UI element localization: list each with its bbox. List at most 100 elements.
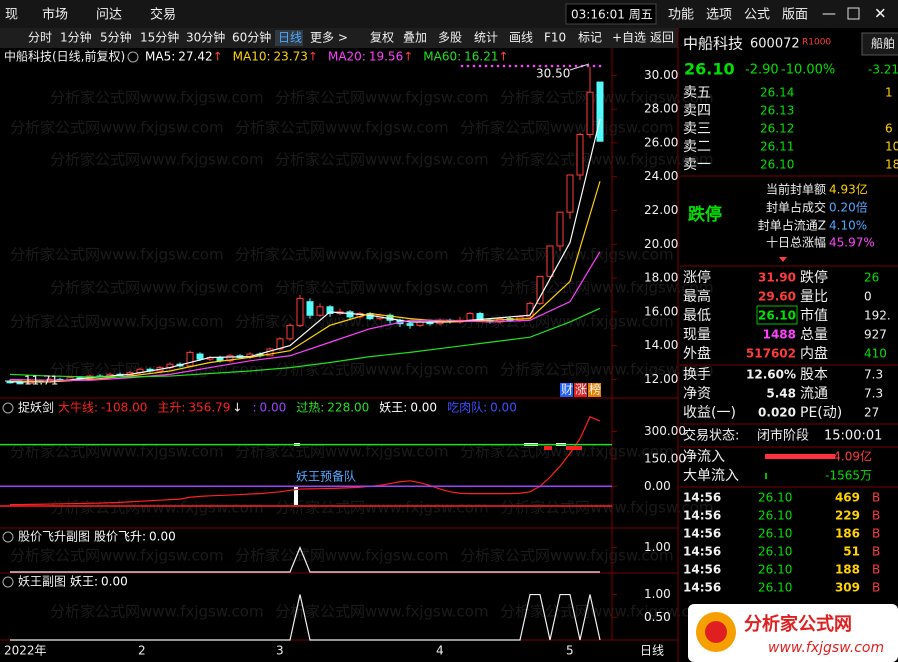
legend-text: 股价飞升: [94,530,146,544]
trade-time: 14:56 [683,491,721,505]
period-tab[interactable]: 5分钟 [100,30,132,45]
minimize[interactable]: — [822,6,836,22]
tool-button[interactable]: 返回 [650,31,674,45]
watermark: 分析家公式网www.fxjgsw.com [235,119,449,137]
status-phase: 闭市阶段 [757,428,809,444]
tool-button[interactable]: 复权 [370,31,394,45]
watermark: 分析家公式网www.fxjgsw.com [500,89,714,107]
stock-code: 600072 [750,37,800,52]
tool-button[interactable]: 画线 [509,31,533,45]
trade-price: 26.10 [758,527,792,541]
marker-dot [598,64,602,68]
logo-name: 分析家公式网 [744,613,852,635]
period-tab[interactable]: 15分钟 [140,30,179,45]
stat-value: 0 [864,290,872,304]
watermark: 分析家公式网www.fxjgsw.com [235,443,449,461]
icon[interactable] [127,51,139,63]
limit-label: 封单占成交 [766,200,826,215]
stat-label: 涨停 [683,269,711,286]
menu-item[interactable]: 版面 [782,8,808,23]
watermark: 分析家公式网www.fxjgsw.com [500,361,714,379]
legend-text: 妖王: [70,575,98,589]
marker-dot [544,64,548,68]
stat-label: 最高 [683,288,711,305]
watermark: 分析家公式网www.fxjgsw.com [500,151,714,169]
icon[interactable] [2,576,14,588]
stat-label: 净资 [683,386,711,402]
marker-dot [508,64,512,68]
ma-line [9,307,601,378]
badge[interactable]: 榜 [589,382,601,397]
tool-button[interactable]: 多股 [438,31,462,45]
stat-label: 最低 [683,308,711,324]
y-tick-label: 0.00 [644,479,671,493]
marker-dot [550,64,554,68]
legend-text: MA60: [423,50,461,64]
icon[interactable] [2,402,14,414]
tool-button[interactable]: 统计 [474,31,498,45]
change-pct: -10.00% [781,63,835,78]
badge[interactable]: 涨 [575,382,587,397]
watermark: 分析家公式网www.fxjgsw.com [275,603,489,621]
period-tab[interactable]: 1分钟 [60,30,92,45]
period-tab[interactable]: 60分钟 [232,30,271,45]
period-tab[interactable]: 30分钟 [186,30,225,45]
menu-item[interactable]: 市场 [42,7,68,23]
sector[interactable]: 船舶 [871,36,895,51]
tool-button[interactable]: 叠加 [403,31,427,45]
x-tick-label: 3 [276,644,284,658]
trade-side: B [872,509,880,523]
menu-bar [0,0,898,28]
watermark: 分析家公式网www.fxjgsw.com [50,279,264,297]
y-tick-label: 12.00 [644,372,678,386]
tool-button[interactable]: +自选 [612,31,646,45]
logo: 分析家公式网 www.fxjgsw.com [688,604,898,662]
tool-button[interactable]: F10 [544,31,566,45]
x-tick-label: 4 [436,644,444,658]
close[interactable]: ✕ [874,5,887,23]
trade-price: 26.10 [758,563,792,577]
stat-label: 换手 [683,366,711,383]
candle-body [586,91,594,135]
stat-label: 跌停 [800,269,828,286]
ma-line [10,118,601,383]
limit-value: 4.10% [829,219,867,233]
stat-label: 内盘 [800,345,828,362]
menu-item[interactable]: 现 [5,8,18,23]
watermark: 分析家公式网www.fxjgsw.com [460,547,674,565]
logo-url: www.fxjgsw.com [768,640,884,656]
legend-text: 主升: [157,401,185,415]
flow-value: -1565万 [825,469,872,483]
menu-item[interactable]: 公式 [744,8,770,23]
icon[interactable] [2,531,14,543]
menu-item[interactable]: 交易 [150,7,176,23]
stat-label: PE(动) [800,405,842,421]
period-tab[interactable]: 分时 [28,31,52,45]
candle-body [576,133,584,176]
stat-label: 市值 [800,307,828,324]
limit-value: 0.20倍 [829,200,868,215]
watermark: 分析家公式网www.fxjgsw.com [50,499,264,517]
indicator-line [10,546,600,573]
watermark: 分析家公式网www.fxjgsw.com [460,443,674,461]
menu-item[interactable]: 问达 [96,8,122,23]
period-tab[interactable]: 日线 [278,31,302,45]
trade-time: 14:56 [683,509,721,523]
menu-item[interactable]: 功能 [668,8,694,23]
candle-body [536,275,544,304]
sector-button[interactable] [861,32,898,56]
legend-text: 23.73 [274,50,308,64]
candle-body [196,353,204,360]
menu-item[interactable]: 选项 [706,8,732,23]
ask-label: 卖五 [683,85,711,101]
tool-button[interactable]: 标记 [578,31,602,45]
watermark: 分析家公式网www.fxjgsw.com [50,603,264,621]
trade-volume: 51 [843,545,860,559]
ask-label: 卖三 [683,121,711,137]
badge[interactable]: 财 [561,383,573,397]
trade-price: 26.10 [758,509,792,523]
collapse[interactable] [779,257,787,262]
period-tab[interactable]: 更多 > [310,31,348,45]
badge: R1000 [802,38,831,48]
maximize[interactable] [847,7,860,20]
